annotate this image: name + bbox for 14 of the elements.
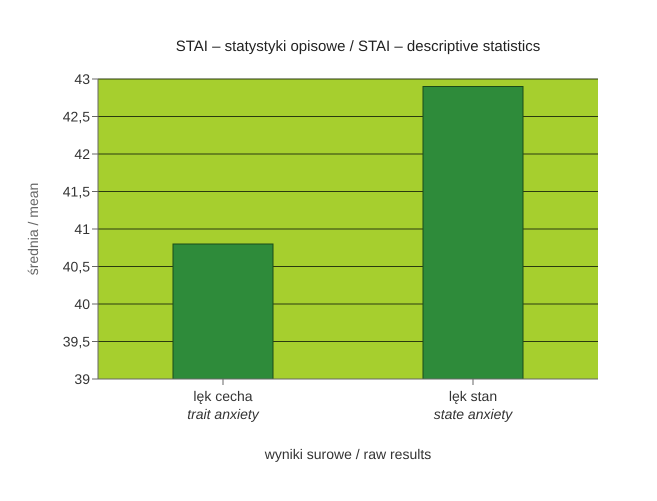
x-tick-label: lęk stan state anxiety [434, 388, 514, 422]
y-tick-label: 43 [74, 70, 90, 87]
chart-title: STAI – statystyki opisowe / STAI – descriptive statistics [174, 37, 542, 57]
y-tick-label: 41 [74, 220, 90, 237]
y-tick-label: 42 [74, 146, 90, 162]
y-tick-label: 40,5 [62, 258, 90, 274]
y-tick-label: 42,5 [62, 108, 90, 124]
x-axis-title: wyniki surowe / raw results [264, 446, 432, 462]
y-tick-label: 40 [74, 296, 90, 312]
y-tick-label: 41,5 [62, 183, 90, 200]
y-tick-label: 39,5 [62, 333, 90, 350]
y-tick-label: 39 [74, 370, 90, 387]
x-tick-label: lęk cecha trait anxiety [187, 388, 260, 422]
y-axis-title: średnia / mean [24, 182, 41, 276]
